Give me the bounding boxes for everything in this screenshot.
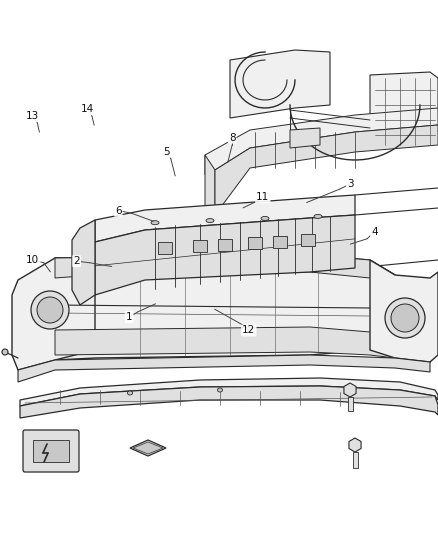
Ellipse shape [31, 291, 69, 329]
Ellipse shape [37, 297, 63, 323]
Bar [158, 242, 172, 254]
Text: 1: 1 [126, 312, 133, 322]
Text: 12: 12 [242, 326, 255, 335]
Polygon shape [18, 355, 430, 382]
Polygon shape [95, 195, 355, 242]
Polygon shape [215, 125, 438, 215]
Polygon shape [55, 255, 395, 290]
Text: 4: 4 [371, 227, 378, 237]
Polygon shape [205, 108, 438, 175]
Text: 10: 10 [26, 255, 39, 265]
Polygon shape [370, 260, 438, 362]
Bar [347, 397, 353, 411]
Ellipse shape [385, 298, 425, 338]
Ellipse shape [127, 391, 133, 395]
Bar [353, 452, 357, 468]
Ellipse shape [151, 221, 159, 225]
Polygon shape [133, 442, 163, 454]
Polygon shape [55, 327, 395, 358]
Polygon shape [290, 128, 320, 148]
Text: 8: 8 [229, 133, 236, 142]
Polygon shape [349, 438, 361, 452]
Polygon shape [55, 255, 395, 360]
Bar [218, 239, 232, 251]
Bar [193, 240, 207, 252]
Text: 14: 14 [81, 104, 94, 114]
Polygon shape [370, 72, 438, 148]
FancyBboxPatch shape [23, 430, 79, 472]
Ellipse shape [314, 214, 322, 219]
Bar [33, 440, 69, 462]
Ellipse shape [206, 219, 214, 223]
Polygon shape [95, 215, 355, 295]
Bar [273, 236, 287, 248]
Polygon shape [72, 220, 95, 305]
Ellipse shape [261, 216, 269, 221]
Polygon shape [205, 155, 215, 215]
Text: 6: 6 [115, 206, 122, 215]
Polygon shape [12, 258, 95, 370]
Bar [248, 237, 262, 249]
Text: 5: 5 [163, 147, 170, 157]
Text: 11: 11 [256, 192, 269, 202]
Text: 13: 13 [26, 111, 39, 121]
Text: 3: 3 [347, 179, 354, 189]
Ellipse shape [218, 388, 223, 392]
Ellipse shape [391, 304, 419, 332]
Polygon shape [20, 378, 438, 406]
Bar [301, 234, 315, 246]
Polygon shape [20, 386, 438, 418]
Ellipse shape [2, 349, 8, 355]
Text: 2: 2 [73, 256, 80, 266]
Polygon shape [130, 440, 166, 456]
Polygon shape [344, 383, 356, 397]
Polygon shape [230, 50, 330, 118]
